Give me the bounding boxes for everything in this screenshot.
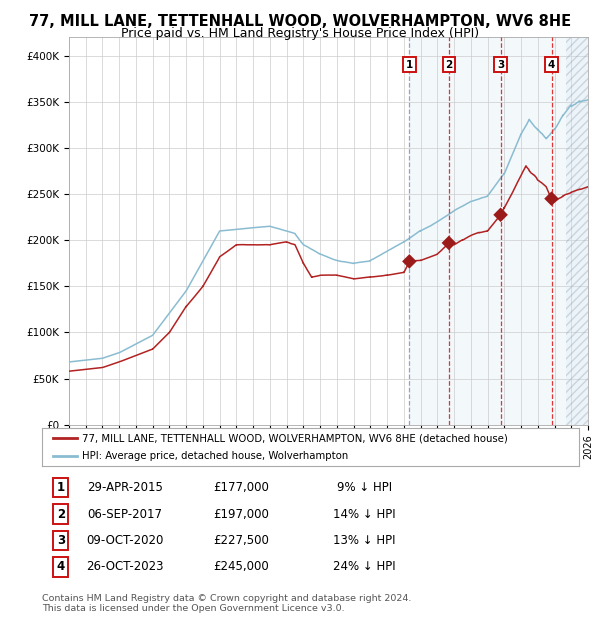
Point <box>547 193 556 203</box>
Text: £245,000: £245,000 <box>213 560 269 574</box>
Text: This data is licensed under the Open Government Licence v3.0.: This data is licensed under the Open Gov… <box>42 604 344 613</box>
Text: 29-APR-2015: 29-APR-2015 <box>87 481 163 494</box>
Text: 26-OCT-2023: 26-OCT-2023 <box>86 560 164 574</box>
Text: 4: 4 <box>56 560 65 574</box>
Point <box>444 238 454 248</box>
Text: 3: 3 <box>497 60 504 70</box>
Text: HPI: Average price, detached house, Wolverhampton: HPI: Average price, detached house, Wolv… <box>82 451 349 461</box>
Text: 09-OCT-2020: 09-OCT-2020 <box>86 534 164 547</box>
Text: 3: 3 <box>57 534 65 547</box>
Text: 77, MILL LANE, TETTENHALL WOOD, WOLVERHAMPTON, WV6 8HE (detached house): 77, MILL LANE, TETTENHALL WOOD, WOLVERHA… <box>82 433 508 443</box>
Text: Contains HM Land Registry data © Crown copyright and database right 2024.: Contains HM Land Registry data © Crown c… <box>42 594 412 603</box>
Text: 14% ↓ HPI: 14% ↓ HPI <box>333 508 395 521</box>
Text: 9% ↓ HPI: 9% ↓ HPI <box>337 481 392 494</box>
Text: 13% ↓ HPI: 13% ↓ HPI <box>333 534 395 547</box>
Text: 24% ↓ HPI: 24% ↓ HPI <box>333 560 395 574</box>
Bar <box>409 37 566 425</box>
Text: 2: 2 <box>57 508 65 521</box>
Text: £227,500: £227,500 <box>213 534 269 547</box>
Point <box>496 210 505 219</box>
Text: 1: 1 <box>57 481 65 494</box>
Text: 2: 2 <box>445 60 452 70</box>
Text: £177,000: £177,000 <box>213 481 269 494</box>
Text: 1: 1 <box>406 60 413 70</box>
Bar <box>566 37 588 425</box>
Text: 4: 4 <box>548 60 555 70</box>
Text: 06-SEP-2017: 06-SEP-2017 <box>88 508 163 521</box>
Text: Price paid vs. HM Land Registry's House Price Index (HPI): Price paid vs. HM Land Registry's House … <box>121 27 479 40</box>
Text: 77, MILL LANE, TETTENHALL WOOD, WOLVERHAMPTON, WV6 8HE: 77, MILL LANE, TETTENHALL WOOD, WOLVERHA… <box>29 14 571 29</box>
Text: £197,000: £197,000 <box>213 508 269 521</box>
Point <box>404 257 414 267</box>
